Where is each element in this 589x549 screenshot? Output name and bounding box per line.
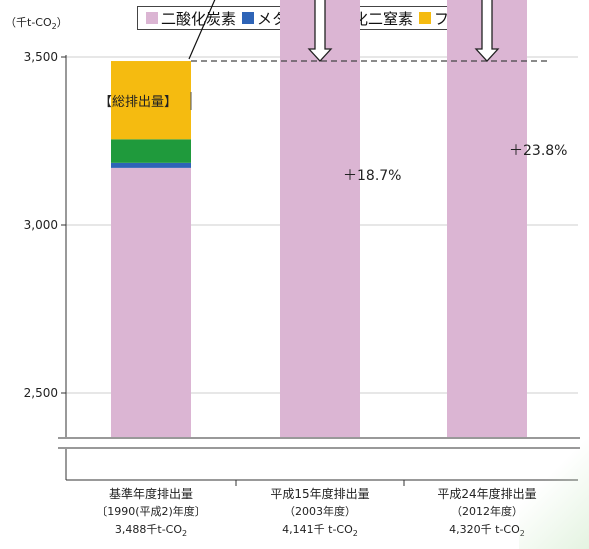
legend-item-co2: 二酸化炭素 — [145, 8, 236, 29]
bar-segment — [447, 0, 527, 438]
bar-segment — [111, 139, 191, 163]
legend-swatch-methane — [241, 12, 254, 24]
x-category-label: 平成15年度排出量 — [270, 486, 369, 501]
x-axis-labels: 基準年度排出量〔1990(平成2)年度〕 3,488千t-CO2 平成15年度排出量… — [96, 486, 536, 538]
y-tick-label: 3,500 — [24, 50, 58, 64]
difference-arrow — [474, 0, 500, 62]
x-category-total: 4,141千 t-CO2 — [282, 523, 358, 538]
y-tick-label: 2,500 — [24, 386, 58, 400]
axis-break-mask — [58, 438, 580, 448]
increase-percent-label: ＋18.7% — [343, 168, 401, 184]
bar-segment — [111, 167, 191, 437]
x-category-total: 3,488千t-CO2 — [115, 523, 187, 538]
x-category-total-subscript: 2 — [353, 529, 358, 538]
x-category-total-subscript: 2 — [182, 529, 187, 538]
bar-segment — [111, 61, 191, 140]
legend-label-co2: 二酸化炭素 — [160, 9, 236, 28]
y-axis-unit-label: （千t-CO2） — [5, 16, 68, 32]
legend-swatch-co2 — [145, 12, 158, 24]
increase-percent-label: ＋23.8% — [509, 143, 567, 159]
legend-swatch-cfc — [419, 12, 432, 24]
x-category-total: 4,320千 t-CO2 — [449, 523, 525, 538]
x-category-sublabel: （2012年度） — [451, 504, 523, 518]
x-category-sublabel: 〔1990(平成2)年度〕 — [96, 504, 206, 518]
bar-segment — [111, 162, 191, 168]
x-category-label: 基準年度排出量 — [109, 486, 193, 501]
bar-segment — [280, 0, 360, 438]
difference-arrow — [307, 0, 333, 62]
x-category-label: 平成24年度排出量 — [437, 486, 536, 501]
y-tick-label: 3,000 — [24, 218, 58, 232]
total-emissions-annotation: 【総排出量】 — [99, 95, 177, 110]
bars — [111, 0, 527, 438]
corner-decoration — [519, 429, 589, 549]
growth-arrow — [188, 0, 216, 60]
annotations: ＋18.7% ＋23.8% 【総排出量】 — [99, 0, 567, 184]
x-category-sublabel: （2003年度） — [284, 504, 356, 518]
